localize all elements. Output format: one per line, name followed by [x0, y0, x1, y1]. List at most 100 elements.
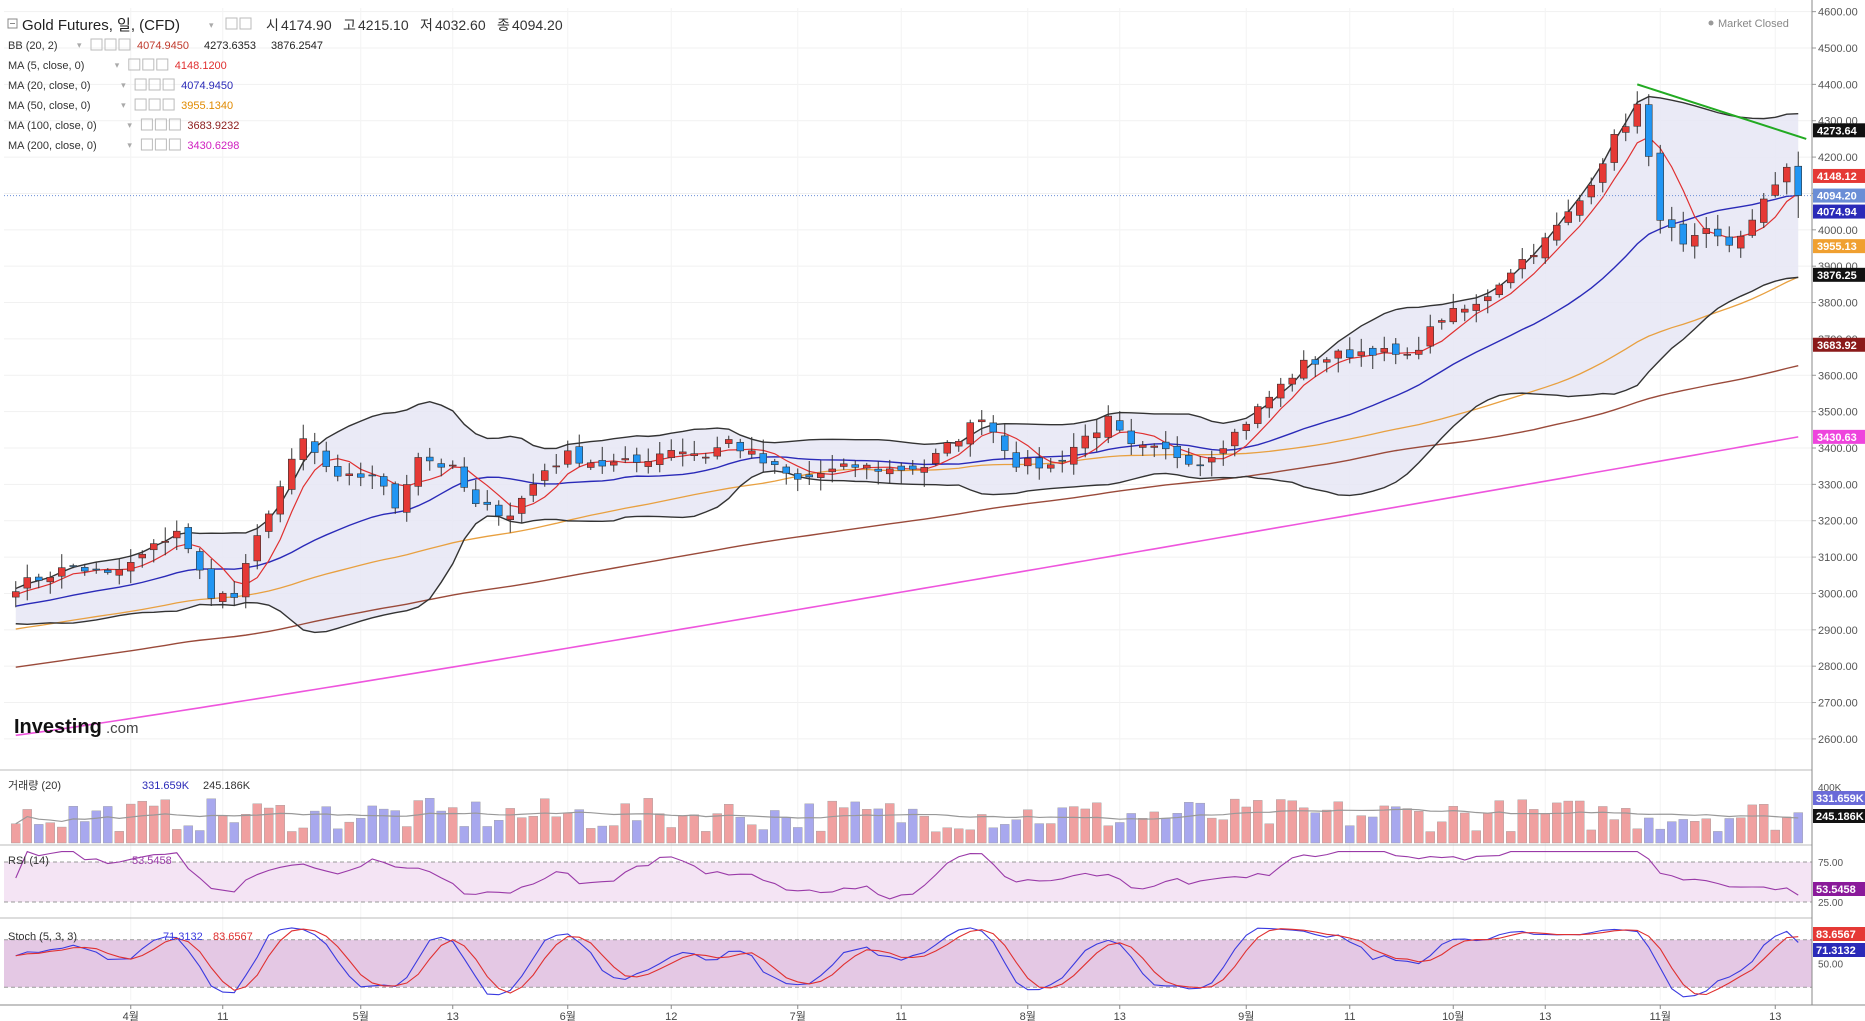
remove-icon[interactable]: [156, 58, 169, 71]
volume-bar: [643, 798, 653, 844]
volume-bar: [379, 808, 389, 844]
volume-bar: [1069, 806, 1079, 844]
legend-dropdown-icon: ▾: [127, 120, 132, 130]
candle-body: [127, 562, 135, 572]
legend-label[interactable]: MA (50, close, 0): [8, 100, 91, 112]
candle-body: [1277, 383, 1285, 399]
y-tick-label: 4000.00: [1818, 225, 1858, 237]
volume-bar: [689, 814, 699, 844]
candlesticks: [12, 91, 1803, 609]
volume-bar: [402, 826, 412, 844]
candle-body: [402, 484, 411, 513]
candle-body: [816, 473, 825, 478]
volume-bar: [1713, 831, 1723, 844]
ohlc-high-label: 고: [343, 17, 356, 33]
candle-body: [862, 464, 871, 469]
candle-body: [1185, 455, 1193, 465]
gear-icon[interactable]: [148, 98, 161, 111]
candle-body: [885, 468, 894, 475]
legend-label[interactable]: BB (20, 2): [8, 40, 58, 52]
volume-bar: [1782, 816, 1792, 844]
candle-body: [57, 567, 66, 577]
symbol-dropdown-icon[interactable]: ▾: [209, 20, 214, 30]
volume-bar: [1437, 821, 1447, 844]
header-tool-icons[interactable]: [225, 17, 252, 30]
volume-bar: [724, 804, 734, 844]
candle-body: [621, 458, 629, 461]
volume-bar: [310, 810, 320, 844]
legend-label[interactable]: MA (5, close, 0): [8, 60, 84, 72]
y-tick-label: 4500.00: [1818, 43, 1858, 55]
price-label: 3683.92: [1817, 340, 1857, 352]
eye-icon[interactable]: [140, 118, 153, 131]
volume-bar: [977, 814, 987, 844]
volume-bar: [896, 822, 906, 844]
candle-body: [1047, 464, 1055, 469]
candle-body: [1403, 354, 1412, 356]
candle-body: [322, 450, 330, 467]
price-label: 3876.25: [1817, 270, 1857, 282]
gear-icon[interactable]: [154, 138, 167, 151]
volume-bar: [1149, 811, 1159, 844]
candle-body: [219, 592, 227, 602]
gear-icon[interactable]: [154, 118, 167, 131]
candle-body: [310, 441, 319, 453]
volume-bar: [1483, 813, 1493, 844]
candle-body: [1000, 435, 1009, 451]
gear-icon[interactable]: [104, 38, 117, 51]
candle-body: [173, 530, 181, 539]
price-label-box: [1813, 188, 1865, 203]
eye-icon[interactable]: [140, 138, 153, 151]
volume-bar: [22, 809, 32, 844]
candle-body: [425, 456, 434, 462]
y-tick-label: 3300.00: [1818, 479, 1858, 491]
volume-bar: [1161, 817, 1171, 844]
stoch-d-label-box: [1813, 927, 1865, 941]
price-label: 3955.13: [1817, 241, 1857, 253]
remove-icon[interactable]: [168, 118, 181, 131]
symbol-title[interactable]: Gold Futures, 일, (CFD): [22, 17, 180, 34]
eye-icon[interactable]: [90, 38, 103, 51]
legend-label[interactable]: MA (20, close, 0): [8, 80, 91, 92]
eye-icon[interactable]: [134, 78, 147, 91]
volume-bar: [747, 824, 757, 844]
legend-label[interactable]: MA (100, close, 0): [8, 120, 97, 132]
gear-icon[interactable]: [148, 78, 161, 91]
brand-suffix: .com: [106, 720, 139, 737]
eye-icon[interactable]: [134, 98, 147, 111]
gear-icon[interactable]: [142, 58, 155, 71]
candle-body: [1127, 430, 1136, 445]
candle-body: [839, 463, 848, 467]
legend-value: 3683.9232: [187, 120, 239, 132]
candle-body: [575, 446, 583, 464]
candle-body: [632, 454, 641, 463]
candle-body: [1346, 349, 1354, 358]
volume-bar: [781, 816, 791, 844]
price-label: 4094.20: [1817, 191, 1857, 203]
remove-icon[interactable]: [118, 38, 131, 51]
remove-icon[interactable]: [162, 78, 175, 91]
candle-body: [1334, 350, 1343, 359]
remove-icon[interactable]: [162, 98, 175, 111]
volume-bar: [1184, 802, 1194, 844]
volume-bar: [517, 817, 527, 844]
eye-icon[interactable]: [128, 58, 141, 71]
candle-body: [104, 569, 112, 573]
volume-bar: [609, 825, 619, 844]
legend-dropdown-icon: ▾: [121, 100, 126, 110]
remove-icon[interactable]: [168, 138, 181, 151]
legend-label[interactable]: MA (200, close, 0): [8, 140, 97, 152]
candle-body: [782, 466, 790, 474]
ohlc-close-label: 종: [497, 17, 510, 33]
volume-bar: [126, 803, 136, 844]
stoch-k-value: 71.3132: [163, 931, 203, 943]
volume-bar: [1172, 813, 1182, 844]
candle-body: [471, 489, 480, 504]
candle-body: [414, 457, 422, 487]
volume-bar: [1391, 806, 1401, 844]
candle-body: [150, 543, 158, 551]
collapse-icon[interactable]: [7, 18, 18, 29]
candle-body: [1610, 134, 1619, 163]
